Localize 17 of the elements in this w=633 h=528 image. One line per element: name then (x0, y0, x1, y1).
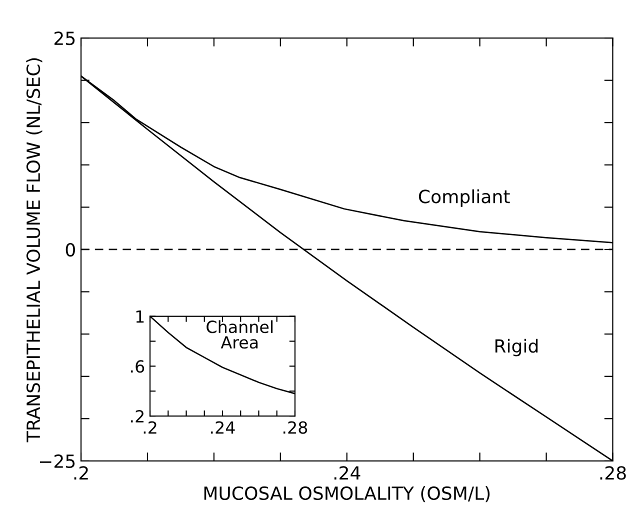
y-tick-label: .2 (131, 410, 144, 422)
annotation: Channel Area (206, 320, 273, 349)
x-tick-label: .24 (211, 421, 235, 434)
y-tick-label: −25 (40, 454, 75, 468)
y-tick-label: 0 (66, 242, 75, 257)
x-tick-label: .24 (334, 466, 360, 480)
y-tick-label: 25 (54, 31, 75, 46)
y-tick-label: 1 (136, 310, 144, 323)
series-label: Compliant (418, 189, 510, 207)
x-tick-label: .28 (284, 421, 308, 434)
x-tick-label: .2 (74, 466, 88, 480)
x-tick-label: .28 (600, 466, 626, 480)
series-label: Rigid (495, 338, 538, 356)
x-axis-title: MUCOSAL OSMOLALITY (OSM/L) (204, 486, 490, 502)
x-tick-label: .2 (144, 421, 156, 434)
y-tick-label: .6 (131, 360, 144, 373)
y-axis-title: TRANSEPITHELIAL VOLUME FLOW (NL/SEC) (26, 58, 42, 442)
